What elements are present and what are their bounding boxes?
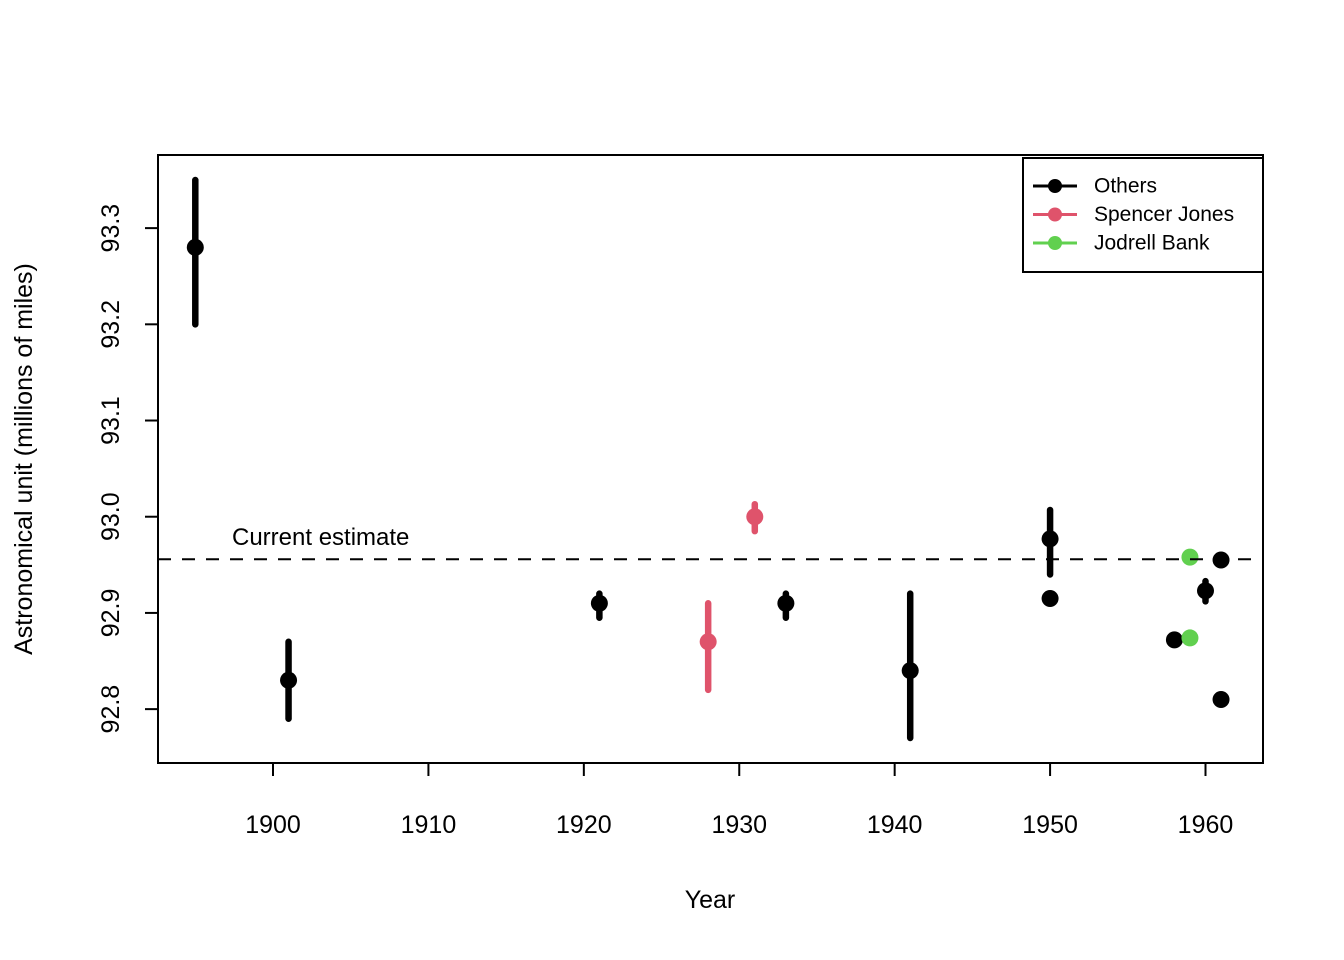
x-tick-label: 1910 bbox=[401, 811, 457, 839]
data-point bbox=[1181, 548, 1199, 566]
y-axis-title: Astronomical unit (millions of miles) bbox=[10, 263, 38, 655]
data-point bbox=[901, 662, 919, 680]
y-tick-label: 93.3 bbox=[97, 204, 125, 253]
y-tick-label: 92.8 bbox=[97, 685, 125, 734]
legend-label-others: Others bbox=[1094, 175, 1157, 198]
y-tick-label: 93.0 bbox=[97, 492, 125, 541]
legend-item-jodrell-bank: Jodrell Bank bbox=[1033, 232, 1210, 255]
x-tick-label: 1930 bbox=[711, 811, 767, 839]
y-tick-label: 93.2 bbox=[97, 300, 125, 349]
data-layer bbox=[186, 176, 1230, 742]
data-point bbox=[590, 594, 608, 612]
x-tick-label: 1900 bbox=[245, 811, 301, 839]
data-point bbox=[1212, 691, 1230, 709]
current-estimate-label: Current estimate bbox=[232, 524, 409, 551]
data-point bbox=[280, 671, 298, 689]
plot-border bbox=[157, 154, 1264, 764]
legend: Others Spencer Jones Jodrell Bank bbox=[1022, 157, 1264, 273]
y-tick-label: 92.9 bbox=[97, 589, 125, 638]
x-tick-label: 1920 bbox=[556, 811, 612, 839]
data-point bbox=[746, 508, 764, 526]
legend-label-spencer-jones: Spencer Jones bbox=[1094, 203, 1234, 226]
data-point bbox=[699, 633, 717, 651]
legend-marker-jodrell-bank bbox=[1048, 236, 1062, 250]
data-point bbox=[1041, 530, 1059, 548]
x-tick-label: 1960 bbox=[1178, 811, 1234, 839]
legend-marker-others bbox=[1048, 179, 1062, 193]
data-point bbox=[1196, 582, 1214, 600]
x-tick-label: 1950 bbox=[1022, 811, 1078, 839]
data-point bbox=[186, 238, 204, 256]
x-axis-title: Year bbox=[685, 886, 736, 914]
data-point bbox=[1165, 631, 1183, 649]
legend-item-spencer-jones: Spencer Jones bbox=[1033, 203, 1234, 226]
axes-layer: 1900 1910 1920 1930 1940 1950 1960 93.3 93.2 93.1… bbox=[97, 204, 1233, 839]
data-point bbox=[1041, 589, 1059, 607]
data-point bbox=[777, 594, 795, 612]
legend-marker-spencer-jones bbox=[1048, 207, 1062, 222]
x-tick-label: 1940 bbox=[867, 811, 923, 839]
legend-label-jodrell-bank: Jodrell Bank bbox=[1094, 232, 1210, 255]
legend-item-others: Others bbox=[1033, 175, 1157, 198]
y-tick-label: 93.1 bbox=[97, 396, 125, 445]
data-point bbox=[1181, 629, 1199, 647]
